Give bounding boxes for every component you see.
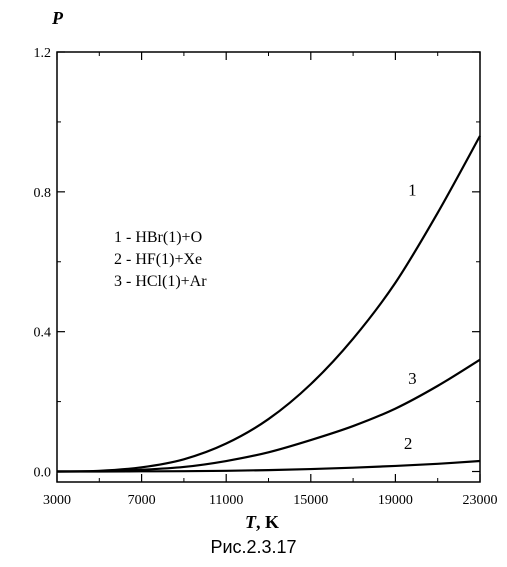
- axis-tick-labels: 3000 7000 11000 15000 19000 23000 0.0 0.4 0.8 1.2: [34, 46, 498, 508]
- y-tick-label: 0.0: [34, 466, 52, 481]
- figure-caption: Рис.2.3.17: [210, 537, 297, 557]
- y-tick-label: 0.8: [34, 186, 52, 201]
- curve-labels: 1 3 2: [404, 180, 417, 452]
- legend-entry: 2 - HF(1)+Xe: [114, 251, 202, 268]
- x-tick-label: 7000: [128, 493, 156, 508]
- curve-3: [56, 358, 481, 473]
- curve-1: [56, 135, 481, 473]
- x-tick-label: 23000: [463, 493, 498, 508]
- x-axis-label: T, K: [245, 512, 279, 532]
- x-axis-label-unit: , K: [256, 512, 279, 532]
- y-axis-label: P: [51, 8, 64, 28]
- x-tick-label: 15000: [293, 493, 328, 508]
- x-tick-label: 19000: [378, 493, 413, 508]
- curve-label-3: 3: [408, 369, 417, 388]
- legend-entry: 3 - HCl(1)+Ar: [114, 273, 207, 290]
- curve-label-2: 2: [404, 434, 413, 453]
- legend-entry: 1 - HBr(1)+O: [114, 229, 202, 246]
- curve-label-1: 1: [408, 180, 417, 199]
- y-tick-label: 1.2: [34, 46, 52, 61]
- y-tick-label: 0.4: [34, 326, 52, 341]
- curves: [56, 135, 481, 473]
- legend: 1 - HBr(1)+O 2 - HF(1)+Xe 3 - HCl(1)+Ar: [114, 229, 207, 290]
- x-tick-label: 3000: [43, 493, 71, 508]
- x-axis-label-variable: T: [245, 512, 257, 532]
- axis-ticks: [56, 51, 481, 482]
- x-tick-label: 11000: [209, 493, 243, 508]
